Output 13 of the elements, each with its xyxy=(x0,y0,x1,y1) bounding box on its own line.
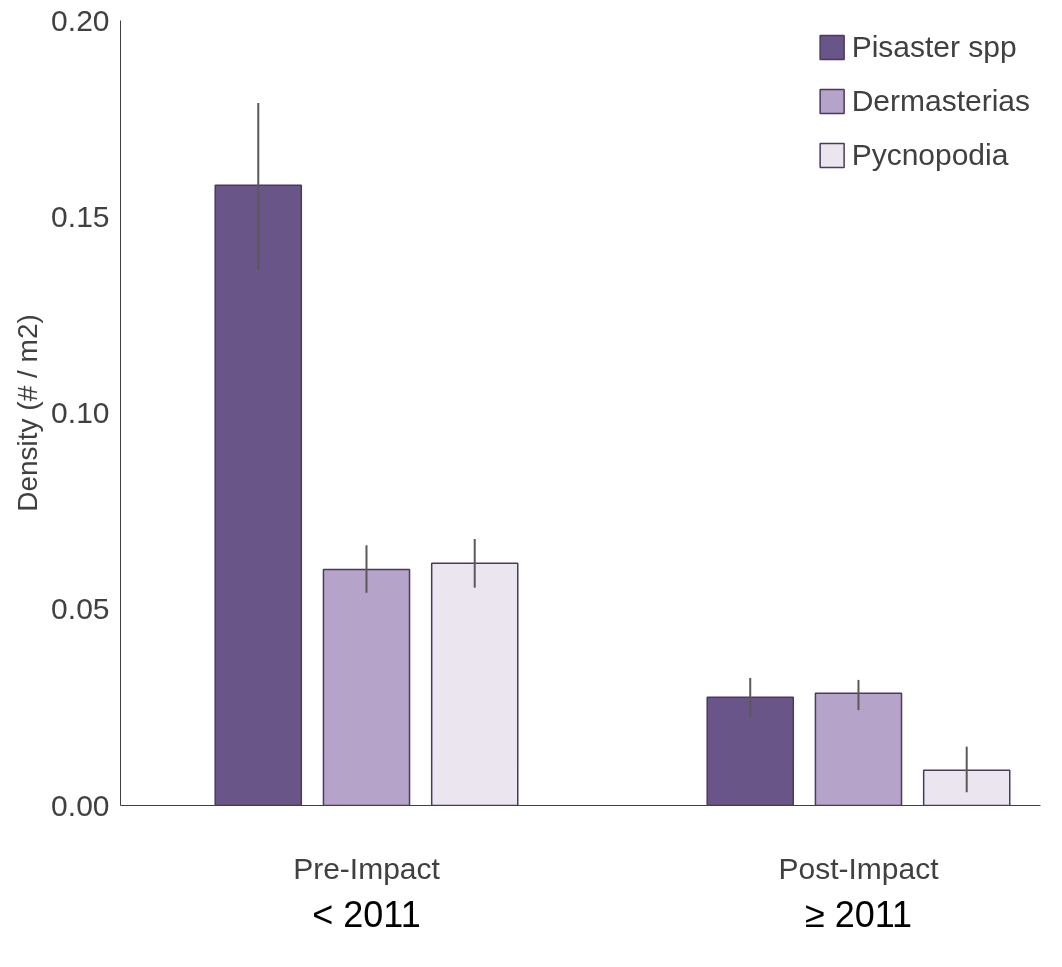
legend-label: Dermasterias xyxy=(851,84,1030,118)
y-tick-label: 0.00 xyxy=(51,788,110,822)
text: ≥ 2011 xyxy=(804,893,913,935)
text: < 2011 xyxy=(312,893,421,935)
legend-label: Pycnopodia xyxy=(851,138,1009,172)
y-axis-title: Density (# / m2) xyxy=(12,314,44,512)
y-tick-label: 0.20 xyxy=(51,3,110,37)
y-tick-label: 0.05 xyxy=(51,592,110,626)
legend-label: Pisaster spp xyxy=(851,30,1017,64)
x-tick-label: Post-Impact xyxy=(778,851,940,885)
x-tick-label: Pre-Impact xyxy=(293,851,441,885)
y-tick-label: 0.10 xyxy=(51,396,110,429)
y-tick-label: 0.15 xyxy=(51,199,110,233)
